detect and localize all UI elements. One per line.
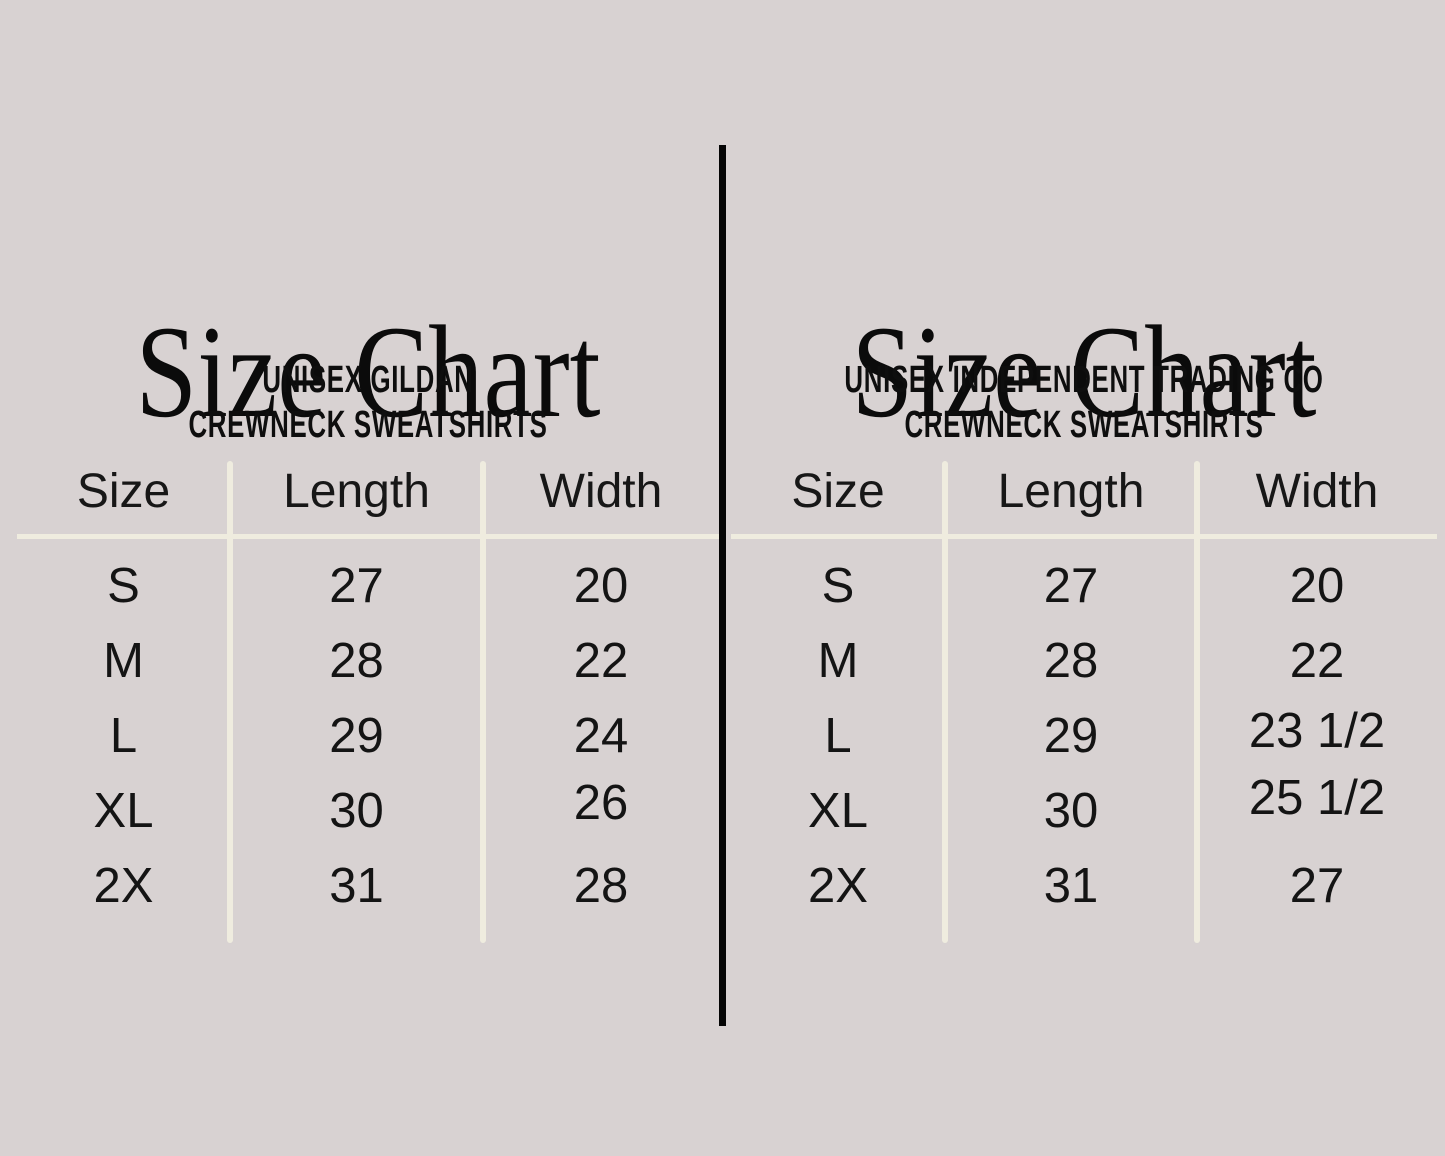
center-divider-line [719, 145, 726, 1026]
column-divider-line [480, 461, 486, 943]
table-row: XL 30 26 [17, 773, 719, 848]
table-row: L 29 23 1/2 [731, 698, 1437, 773]
cell-size: L [109, 708, 138, 763]
cell-size: M [103, 633, 144, 688]
cell-length: 27 [329, 558, 384, 613]
chart-subtitle: UNISEX GILDAN CREWNECK SWEATSHIRTS [129, 358, 606, 448]
cell-length: 29 [1043, 708, 1099, 763]
table-row: XL 30 25 1/2 [731, 770, 1437, 848]
header-underline [731, 534, 1437, 539]
cell-width: 24 [573, 708, 629, 763]
cell-size: XL [93, 783, 154, 838]
cell-width: 27 [1289, 858, 1345, 913]
subtitle-line-1: UNISEX INDEPENDENT TRADING CO [844, 359, 1324, 401]
cell-length: 30 [329, 783, 384, 838]
column-header-width: Width [539, 464, 663, 518]
chart-subtitle: UNISEX INDEPENDENT TRADING CO CREWNECK S… [844, 358, 1324, 448]
cell-size: XL [808, 783, 868, 838]
table-row: L 29 24 [17, 698, 719, 773]
column-divider-line [227, 461, 233, 943]
table-row: M 28 22 [731, 623, 1437, 698]
column-header-size: Size [791, 464, 885, 518]
column-header-size: Size [76, 464, 171, 518]
cell-size: S [107, 558, 140, 613]
column-divider-line [1194, 461, 1200, 943]
table-row: 2X 31 27 [731, 848, 1437, 923]
size-chart-panel-gildan: Size Chart UNISEX GILDAN CREWNECK SWEATS… [17, 0, 719, 1156]
column-header-length: Length [283, 464, 430, 518]
cell-size: 2X [93, 858, 154, 913]
header-underline [17, 534, 719, 539]
cell-size: S [821, 558, 855, 613]
table-row: S 27 20 [731, 548, 1437, 623]
cell-length: 29 [329, 708, 384, 763]
cell-length: 31 [329, 858, 384, 913]
cell-width: 22 [573, 633, 629, 688]
cell-length: 31 [1043, 858, 1099, 913]
subtitle-line-2: CREWNECK SWEATSHIRTS [188, 404, 548, 446]
cell-length: 28 [329, 633, 384, 688]
table-row: 2X 31 28 [17, 848, 719, 923]
cell-size: M [817, 633, 859, 688]
column-header-width: Width [1255, 464, 1379, 518]
cell-width: 20 [573, 558, 629, 613]
cell-size: L [824, 708, 852, 763]
cell-size: 2X [808, 858, 868, 913]
page-title: Size Chart [135, 298, 601, 446]
cell-length: 30 [1043, 783, 1099, 838]
cell-width: 25 1/2 [1248, 770, 1386, 825]
table-row: S 27 20 [17, 548, 719, 623]
cell-width: 20 [1289, 558, 1345, 613]
cell-length: 28 [1043, 633, 1099, 688]
table-header-row: Size Length Width [731, 462, 1437, 520]
cell-width: 22 [1289, 633, 1345, 688]
table-body: S 27 20 M 28 22 L 29 23 1/2 XL 30 25 1/2… [731, 548, 1437, 923]
table-header-row: Size Length Width [17, 462, 719, 520]
size-chart-panel-independent-trading-co: Size Chart UNISEX INDEPENDENT TRADING CO… [731, 0, 1437, 1156]
page-title: Size Chart [851, 298, 1317, 446]
cell-width: 26 [573, 775, 629, 830]
table-row: M 28 22 [17, 623, 719, 698]
column-divider-line [942, 461, 948, 943]
subtitle-line-2: CREWNECK SWEATSHIRTS [904, 404, 1264, 446]
subtitle-line-1: UNISEX GILDAN [262, 359, 474, 401]
table-body: S 27 20 M 28 22 L 29 24 XL 30 26 2X 31 [17, 548, 719, 923]
column-header-length: Length [997, 464, 1145, 518]
cell-width: 23 1/2 [1248, 703, 1386, 758]
cell-length: 27 [1043, 558, 1099, 613]
cell-width: 28 [573, 858, 629, 913]
